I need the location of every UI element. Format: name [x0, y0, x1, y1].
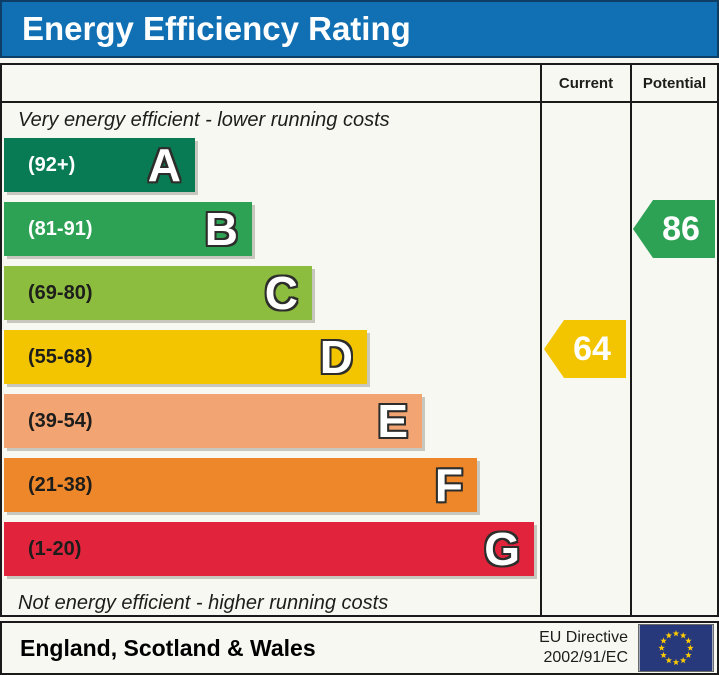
footer: England, Scotland & Wales EU Directive 2…: [0, 621, 719, 675]
title-bar: Energy Efficiency Rating: [0, 0, 719, 58]
potential-column-header: Potential: [642, 74, 707, 92]
band-d-letter: D: [319, 331, 353, 383]
eu-flag-icon: [638, 624, 714, 672]
rating-table: Current Potential Very energy efficient …: [0, 63, 719, 617]
band-e-letter: E: [377, 395, 408, 447]
band-d: (55-68) D: [4, 330, 367, 384]
region-label: England, Scotland & Wales: [20, 634, 316, 661]
current-rating-arrow: 64: [544, 320, 626, 378]
eu-directive-line2: 2002/91/EC: [543, 649, 628, 666]
band-e-range: (39-54): [28, 409, 93, 432]
potential-column-divider: [630, 65, 632, 615]
page-title: Energy Efficiency Rating: [22, 10, 411, 47]
band-g-letter: G: [484, 523, 520, 575]
band-e: (39-54) E: [4, 394, 422, 448]
band-c: (69-80) C: [4, 266, 312, 320]
eu-directive-line1: EU Directive: [539, 629, 628, 646]
bottom-caption: Not energy efficient - higher running co…: [18, 592, 389, 614]
band-b: (81-91) B: [4, 202, 252, 256]
band-b-range: (81-91): [28, 217, 93, 240]
band-c-letter: C: [264, 267, 298, 319]
top-caption: Very energy efficient - lower running co…: [18, 109, 390, 131]
band-g: (1-20) G: [4, 522, 534, 576]
band-b-letter: B: [204, 203, 238, 255]
band-f-range: (21-38): [28, 473, 93, 496]
band-f: (21-38) F: [4, 458, 477, 512]
current-column-header: Current: [558, 74, 614, 92]
band-d-range: (55-68): [28, 345, 93, 368]
eu-directive-label: EU Directive 2002/91/EC: [539, 628, 628, 668]
header-divider: [2, 101, 717, 103]
band-a-letter: A: [147, 139, 181, 191]
band-g-range: (1-20): [28, 537, 82, 560]
current-column-divider: [540, 65, 542, 615]
potential-rating-value: 86: [662, 209, 700, 248]
band-a-range: (92+): [28, 153, 76, 176]
band-a: (92+) A: [4, 138, 195, 192]
potential-rating-arrow: 86: [633, 200, 715, 258]
band-f-letter: F: [434, 459, 463, 511]
band-c-range: (69-80): [28, 281, 93, 304]
current-rating-value: 64: [573, 329, 611, 368]
